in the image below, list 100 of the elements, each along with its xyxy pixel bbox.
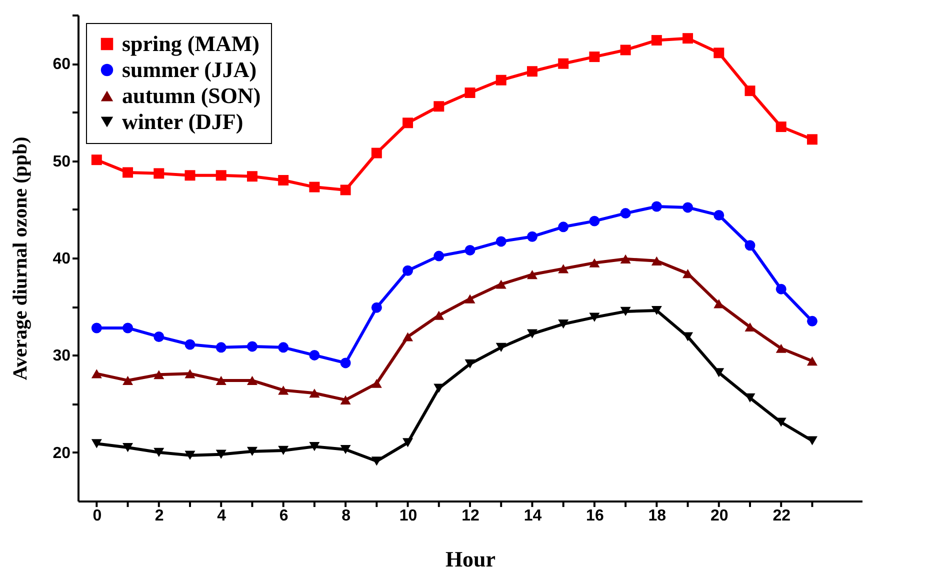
point	[402, 118, 414, 128]
point	[776, 344, 786, 353]
point	[682, 33, 694, 44]
point	[246, 341, 258, 352]
x-tick-label: 4	[217, 508, 226, 524]
point	[122, 167, 134, 178]
point	[216, 342, 226, 353]
y-tick-label: 60	[52, 56, 71, 74]
point	[122, 322, 134, 334]
point	[91, 322, 102, 334]
point	[620, 254, 631, 264]
point	[714, 368, 724, 378]
point	[806, 134, 818, 145]
point	[464, 359, 476, 368]
point	[434, 250, 444, 262]
point	[526, 329, 538, 338]
point	[216, 450, 226, 459]
x-tick-label: 22	[772, 508, 791, 524]
point	[91, 369, 102, 378]
point	[278, 174, 289, 186]
point	[558, 264, 569, 274]
point	[184, 369, 196, 378]
point	[371, 378, 382, 388]
point	[806, 356, 818, 366]
point	[402, 438, 414, 448]
point	[91, 439, 102, 448]
point	[526, 270, 538, 280]
point	[91, 154, 102, 166]
point	[496, 280, 506, 289]
x-tick-label: 14	[524, 508, 542, 524]
point	[340, 358, 351, 368]
point	[464, 88, 476, 98]
x-tick-label: 6	[279, 508, 288, 524]
legend-label: autumn (SON)	[122, 83, 261, 108]
point	[589, 312, 600, 322]
point	[714, 299, 724, 308]
y-tick-label: 50	[52, 153, 71, 170]
point	[309, 182, 320, 192]
point	[806, 436, 818, 446]
point	[371, 148, 382, 158]
point	[776, 284, 786, 294]
point	[714, 48, 724, 58]
point	[776, 122, 786, 132]
point	[278, 446, 289, 455]
y-tick-label: 40	[52, 250, 71, 268]
x-tick-label: 20	[710, 508, 728, 524]
point	[154, 168, 164, 179]
point	[154, 332, 164, 342]
x-tick-label: 10	[399, 508, 418, 524]
point	[278, 342, 289, 353]
point	[496, 342, 506, 352]
point	[246, 376, 258, 386]
point	[589, 216, 600, 226]
point	[806, 316, 818, 326]
point	[402, 332, 414, 342]
point	[216, 170, 226, 181]
y-axis-title: Average diurnal ozone (ppb)	[10, 136, 32, 380]
x-tick-label: 0	[92, 508, 102, 524]
point	[651, 201, 662, 212]
point	[122, 376, 134, 386]
point	[558, 320, 569, 329]
point	[402, 265, 414, 276]
point	[651, 256, 662, 266]
point	[744, 86, 756, 96]
x-tick-label: 16	[586, 508, 604, 524]
point	[589, 258, 600, 268]
point	[246, 446, 258, 456]
point	[184, 170, 196, 181]
y-tick-label: 30	[52, 348, 71, 365]
point	[526, 231, 538, 242]
point	[714, 210, 724, 220]
point	[216, 376, 226, 386]
point	[464, 294, 476, 304]
point	[371, 456, 382, 466]
y-tick-label: 20	[52, 444, 71, 462]
point	[558, 58, 569, 69]
point	[340, 184, 351, 196]
point	[651, 306, 662, 316]
point	[340, 395, 351, 404]
x-tick-label: 2	[154, 508, 164, 524]
point	[526, 66, 538, 77]
point	[309, 442, 320, 452]
point	[340, 444, 351, 454]
x-tick-label: 18	[648, 508, 666, 524]
point	[154, 448, 164, 457]
point	[184, 450, 196, 460]
point	[558, 222, 569, 232]
point	[620, 208, 631, 219]
point	[496, 74, 506, 86]
point	[309, 350, 320, 360]
point	[246, 171, 258, 182]
point	[496, 236, 506, 247]
point	[184, 339, 196, 350]
point	[122, 443, 134, 452]
point	[651, 35, 662, 46]
point	[744, 240, 756, 251]
point	[278, 386, 289, 395]
legend-label: winter (DJF)	[122, 109, 244, 134]
point	[464, 244, 476, 256]
point	[620, 306, 631, 316]
